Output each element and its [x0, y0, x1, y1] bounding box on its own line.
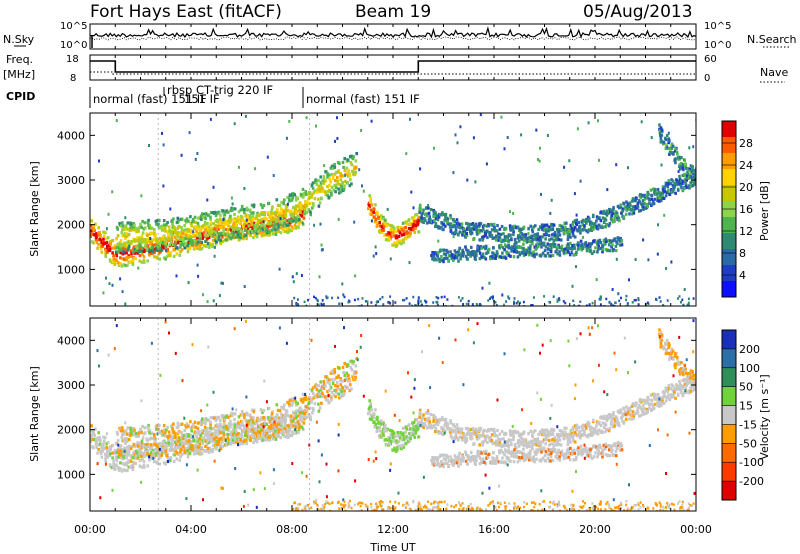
- freq-left-tick-top: 18: [66, 54, 79, 65]
- freq-label: Freq.: [6, 53, 33, 66]
- powerBar-tick-6: 4: [739, 269, 746, 282]
- velBar-tick-7: -200: [739, 475, 764, 488]
- freq-right-tick-bottom: 0: [704, 73, 710, 84]
- velocity-colorbar-label: Velocity [m s⁻¹]: [758, 374, 771, 459]
- powerBar-tick-5: 8: [739, 247, 746, 260]
- velBar-tick-0: 200: [739, 343, 760, 356]
- velBar-tick-2: 50: [739, 381, 753, 394]
- power-panel: 4000 3000 2000 1000 Slant Range [km]: [28, 112, 697, 307]
- x-axis-label: Time UT: [369, 541, 415, 554]
- nsky-label: N.Sky: [3, 33, 35, 46]
- radar-title: Fort Hays East (fitACF): [90, 2, 282, 22]
- freq-right-tick-top: 60: [704, 54, 717, 65]
- power-ytick-0: 4000: [57, 129, 85, 142]
- velBar-tick-5: -50: [739, 437, 757, 450]
- cpid-segment-2: rbsp CT-trig 220 IF: [167, 83, 273, 97]
- power-ylabel: Slant Range [km]: [28, 161, 41, 257]
- freq-unit-label: [MHz]: [3, 68, 35, 81]
- velocity-ytick-2: 2000: [57, 424, 85, 437]
- velBar-tick-3: 15: [739, 400, 753, 413]
- velocity-ytick-0: 4000: [57, 334, 85, 347]
- xtick-6: 00:00: [680, 523, 712, 536]
- powerBar-tick-2: 20: [739, 181, 753, 194]
- noise-right-tick-bottom: 10^0: [704, 40, 731, 51]
- powerBar-tick-0: 28: [739, 137, 753, 150]
- power-ytick-3: 1000: [57, 263, 85, 276]
- frequency-panel: 18 8 60 0: [66, 54, 717, 84]
- nave-label: Nave: [760, 66, 788, 79]
- xtick-5: 20:00: [579, 523, 611, 536]
- xtick-1: 04:00: [175, 523, 207, 536]
- cpid-segment-1: normal (fast) 151 IF: [93, 92, 207, 106]
- power-ytick-1: 3000: [57, 174, 85, 187]
- cpid-segment-2b: 151 IF: [184, 92, 220, 106]
- noise-left-tick-bottom: 10^0: [60, 40, 87, 51]
- powerBar-tick-4: 12: [739, 225, 753, 238]
- power-colorbar-label: Power [dB]: [758, 181, 771, 241]
- noise-left-tick-top: 10^5: [60, 21, 87, 32]
- cpid-segment-3: normal (fast) 151 IF: [306, 92, 420, 106]
- nsearch-label: N.Search: [747, 33, 797, 46]
- date-label: 05/Aug/2013: [583, 2, 693, 22]
- velBar-tick-4: -15: [739, 418, 757, 431]
- velocity-ytick-3: 1000: [57, 468, 85, 481]
- freq-left-tick-bottom: 8: [70, 73, 76, 84]
- power-colorbar: 28 24 20 16 12 8 4: [721, 120, 753, 298]
- velocity-colorbar: 200 100 50 15 -15 -50 -100 -200: [721, 329, 764, 501]
- velocity-ytick-1: 3000: [57, 379, 85, 392]
- beam-label: Beam 19: [355, 2, 431, 22]
- noise-panel: 10^5 10^0 10^5 10^0: [60, 21, 731, 80]
- noise-right-tick-top: 10^5: [704, 21, 731, 32]
- velocity-panel: 4000 3000 2000 1000 Slant Range [km]: [28, 317, 697, 512]
- xtick-3: 12:00: [377, 523, 409, 536]
- velBar-tick-6: -100: [739, 456, 764, 469]
- time-axis: 00:00 04:00 08:00 12:00 16:00 20:00 00:00: [74, 523, 712, 536]
- xtick-2: 08:00: [276, 523, 308, 536]
- cpid-label: CPID: [6, 90, 35, 103]
- velocity-ylabel: Slant Range [km]: [28, 366, 41, 462]
- powerBar-tick-1: 24: [739, 159, 753, 172]
- xtick-0: 00:00: [74, 523, 106, 536]
- xtick-4: 16:00: [478, 523, 510, 536]
- velBar-tick-1: 100: [739, 362, 760, 375]
- cpid-panel: normal (fast) 151 IF rbsp CT-trig 220 IF…: [89, 83, 420, 108]
- powerBar-tick-3: 16: [739, 203, 753, 216]
- power-ytick-2: 2000: [57, 219, 85, 232]
